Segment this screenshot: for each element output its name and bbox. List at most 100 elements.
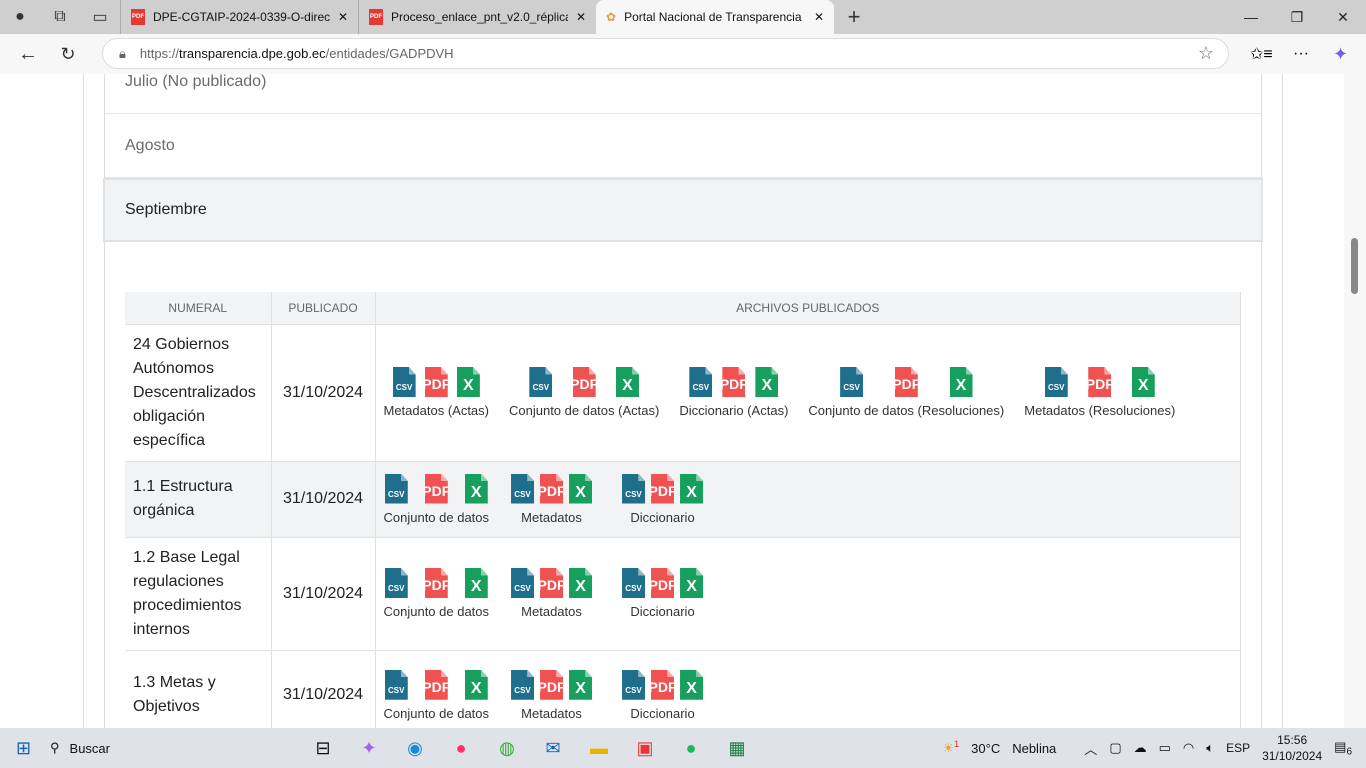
tab-bar: ● ⧉ ▭ PDF DPE-CGTAIP-2024-0339-O-directri… xyxy=(0,0,1366,34)
pdf-app-icon[interactable]: ▣ xyxy=(636,737,654,758)
task-view-icon[interactable]: ⊟ xyxy=(315,737,331,758)
pdf-file-icon[interactable]: PDF xyxy=(540,568,564,598)
csv-file-icon[interactable]: CSV xyxy=(511,473,535,504)
volume-icon[interactable]: 🔈︎ xyxy=(1206,740,1215,755)
more-icon[interactable]: ··· xyxy=(1293,45,1309,62)
favorite-star-icon[interactable]: ☆ xyxy=(1197,43,1214,63)
profile-icon[interactable]: ● xyxy=(15,8,25,25)
xls-file-icon[interactable]: X xyxy=(755,367,779,397)
month-agosto[interactable]: Agosto xyxy=(105,114,1261,178)
wifi-icon[interactable]: ◠ xyxy=(1182,740,1195,755)
close-tab-icon[interactable]: ✕ xyxy=(575,10,586,24)
csv-file-icon[interactable]: CSV xyxy=(529,367,553,397)
xls-file-icon[interactable]: X xyxy=(464,568,488,598)
spotify-icon[interactable]: ● xyxy=(685,737,697,758)
file-label: Conjunto de datos (Resoluciones) xyxy=(808,403,1005,418)
lock-icon: 🔒︎ xyxy=(119,45,126,61)
xls-file-icon[interactable]: X xyxy=(615,367,639,397)
csv-file-icon[interactable]: CSV xyxy=(622,568,646,598)
csv-file-icon[interactable]: CSV xyxy=(622,473,646,504)
file-group: CSV PDF X Metadatos xyxy=(511,473,593,525)
xls-file-icon[interactable]: X xyxy=(569,669,593,700)
pdf-file-icon[interactable]: PDF xyxy=(424,367,448,397)
taskbar-search[interactable]: ⚲ Buscar xyxy=(50,740,110,756)
start-icon[interactable]: ⊞ xyxy=(16,737,32,758)
back-icon[interactable]: ← xyxy=(18,42,38,65)
chrome-icon[interactable]: ◍ xyxy=(499,737,515,758)
close-tab-icon[interactable]: ✕ xyxy=(337,10,348,24)
pdf-file-icon[interactable]: PDF xyxy=(540,473,564,504)
tab-portal[interactable]: ✿ Portal Nacional de Transparencia ✕ xyxy=(596,0,834,34)
csv-file-icon[interactable]: CSV xyxy=(384,568,408,598)
file-label: Metadatos (Actas) xyxy=(383,403,490,418)
xls-file-icon[interactable]: X xyxy=(949,367,973,397)
pdf-file-icon[interactable]: PDF xyxy=(424,669,448,700)
month-septiembre[interactable]: Septiembre xyxy=(103,178,1263,242)
csv-file-icon[interactable]: CSV xyxy=(511,669,535,700)
xls-file-icon[interactable]: X xyxy=(456,367,480,397)
csv-file-icon[interactable]: CSV xyxy=(384,473,408,504)
pdf-file-icon[interactable]: PDF xyxy=(572,367,596,397)
csv-file-icon[interactable]: CSV xyxy=(511,568,535,598)
clock[interactable]: 15:56 31/10/2024 xyxy=(1262,733,1323,763)
file-group: CSV PDF X Diccionario (Actas) xyxy=(679,367,788,418)
favorites-icon[interactable]: ✩≡ xyxy=(1250,46,1273,63)
new-tab-button[interactable]: + xyxy=(847,4,861,29)
files-cell: CSV PDF X Conjunto de datos CSV PDF X Metadatos… xyxy=(375,536,1241,650)
scrollbar-thumb[interactable] xyxy=(1351,238,1358,294)
minimize-button[interactable]: — xyxy=(1244,8,1258,25)
camera-icon[interactable]: ▢ xyxy=(1109,740,1122,755)
xls-file-icon[interactable]: X xyxy=(569,473,593,504)
pdf-file-icon[interactable]: PDF xyxy=(424,568,448,598)
xls-file-icon[interactable]: X xyxy=(680,669,704,700)
month-julio[interactable]: Julio (No publicado) xyxy=(105,74,1261,114)
close-window-button[interactable]: ✕ xyxy=(1337,8,1349,25)
close-tab-icon[interactable]: ✕ xyxy=(813,10,824,24)
csv-file-icon[interactable]: CSV xyxy=(384,669,408,700)
file-explorer-icon[interactable]: ▬ xyxy=(590,737,608,758)
files-cell: CSV PDF X Conjunto de datos CSV PDF X Metadatos… xyxy=(375,649,1241,728)
csv-file-icon[interactable]: CSV xyxy=(622,669,646,700)
workspaces-icon[interactable]: ⧉ xyxy=(54,8,66,25)
csv-file-icon[interactable]: CSV xyxy=(840,367,864,397)
edge-icon[interactable]: ◉ xyxy=(407,737,423,758)
pdf-file-icon[interactable]: PDF xyxy=(651,568,675,598)
pdf-file-icon[interactable]: PDF xyxy=(540,669,564,700)
csv-file-icon[interactable]: CSV xyxy=(1044,367,1068,397)
pdf-file-icon[interactable]: PDF xyxy=(651,669,675,700)
tab-pdf-1[interactable]: PDF DPE-CGTAIP-2024-0339-O-directri ✕ xyxy=(120,0,358,34)
copilot-icon[interactable]: ✦ xyxy=(1333,43,1349,64)
pdf-file-icon[interactable]: PDF xyxy=(424,473,448,504)
excel-icon[interactable]: ▦ xyxy=(728,737,746,758)
xls-file-icon[interactable]: X xyxy=(680,473,704,504)
pdf-file-icon[interactable]: PDF xyxy=(894,367,918,397)
numeral-cell: 1.2 Base Legal regulaciones procedimient… xyxy=(125,536,272,650)
pdf-file-icon[interactable]: PDF xyxy=(651,473,675,504)
file-label: Diccionario xyxy=(630,705,695,721)
xls-file-icon[interactable]: X xyxy=(680,568,704,598)
chevron-up-icon[interactable]: ︿ xyxy=(1084,741,1098,757)
restore-button[interactable]: ❐ xyxy=(1290,8,1304,25)
firefox-icon[interactable]: ● xyxy=(455,737,467,758)
language-indicator[interactable]: ESP xyxy=(1226,741,1251,755)
weather-icon[interactable]: ☀1 xyxy=(942,739,960,756)
battery-icon[interactable]: ▭ xyxy=(1158,740,1171,755)
onedrive-icon[interactable]: ☁ xyxy=(1133,740,1147,755)
notifications-icon[interactable]: ▤6 xyxy=(1334,738,1352,758)
csv-file-icon[interactable]: CSV xyxy=(392,367,416,397)
pdf-file-icon[interactable]: PDF xyxy=(722,367,746,397)
file-group: CSV PDF X Metadatos (Actas) xyxy=(383,367,490,418)
xls-file-icon[interactable]: X xyxy=(569,568,593,598)
csv-file-icon[interactable]: CSV xyxy=(689,367,713,397)
tab-actions-icon[interactable]: ▭ xyxy=(92,9,108,26)
tab-pdf-2[interactable]: PDF Proceso_enlace_pnt_v2.0_réplica_ ✕ xyxy=(358,0,596,34)
xls-file-icon[interactable]: X xyxy=(1131,367,1155,397)
xls-file-icon[interactable]: X xyxy=(464,473,488,504)
outlook-icon[interactable]: ✉ xyxy=(545,737,561,758)
copilot-app-icon[interactable]: ✦ xyxy=(361,737,377,758)
pdf-file-icon[interactable]: PDF xyxy=(1088,367,1112,397)
xls-file-icon[interactable]: X xyxy=(464,669,488,700)
address-input[interactable]: 🔒︎ https://transparencia.dpe.gob.ec/entid… xyxy=(102,38,1229,69)
scrollbar[interactable] xyxy=(1344,74,1366,728)
reload-icon[interactable]: ↻ xyxy=(60,43,76,64)
